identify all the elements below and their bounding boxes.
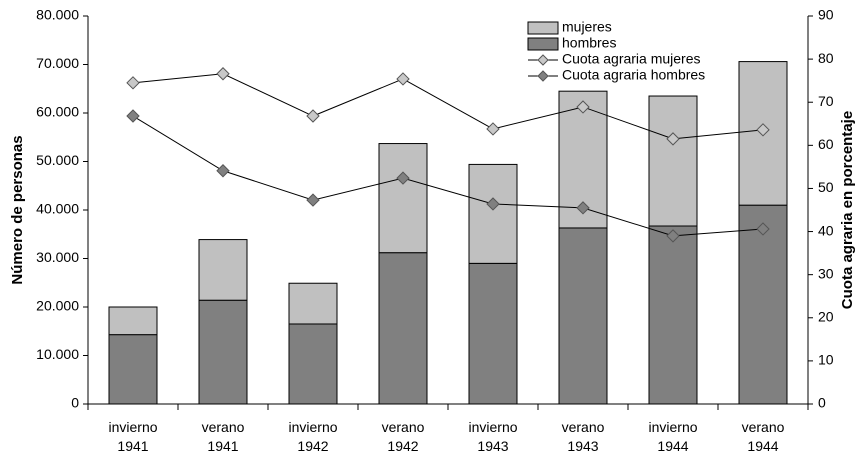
legend-label: Cuota agraria hombres: [562, 67, 705, 83]
x-tick-label: invierno 1944: [648, 419, 697, 454]
x-tick-label: verano 1942: [382, 419, 425, 454]
x-tick-label: invierno 1942: [288, 419, 337, 454]
legend-swatch: [527, 37, 559, 51]
line-marker: [126, 76, 140, 90]
y-tick-label: 10.000: [36, 346, 79, 362]
line: [132, 73, 764, 140]
bar: [288, 323, 338, 405]
line-marker: [576, 201, 590, 215]
y2-tick-label: 0: [818, 395, 826, 411]
line-marker: [396, 72, 410, 86]
line-marker: [666, 229, 680, 243]
line-marker: [756, 222, 770, 236]
line-marker: [306, 193, 320, 207]
y-tick-label: 30.000: [36, 249, 79, 265]
y-tick-label: 20.000: [36, 298, 79, 314]
y2-tick-label: 30: [818, 265, 834, 281]
y2-tick-label: 50: [818, 179, 834, 195]
legend-label: hombres: [562, 35, 616, 51]
y2-tick-label: 60: [818, 136, 834, 152]
line-marker: [486, 197, 500, 211]
y-tick-label: 70.000: [36, 55, 79, 71]
x-tick-label: invierno 1943: [468, 419, 517, 454]
bar: [648, 95, 698, 227]
y-tick-label: 50.000: [36, 152, 79, 168]
bar: [288, 282, 338, 325]
y-tick-label: 60.000: [36, 104, 79, 120]
line-marker: [306, 109, 320, 123]
line-marker: [216, 164, 230, 178]
legend-label: Cuota agraria mujeres: [562, 51, 701, 67]
line-marker: [396, 171, 410, 185]
line-marker: [216, 67, 230, 81]
bar: [198, 239, 248, 301]
legend-marker: [537, 54, 549, 66]
x-tick-label: verano 1943: [562, 419, 605, 454]
bar: [648, 225, 698, 405]
bar: [468, 262, 518, 405]
line-marker: [126, 109, 140, 123]
x-tick-label: verano 1941: [202, 419, 245, 454]
line-marker: [666, 132, 680, 146]
y2-axis-title: Cuota agraria en porcentaje: [839, 111, 856, 309]
y2-tick-label: 20: [818, 308, 834, 324]
y2-tick-label: 10: [818, 352, 834, 368]
x-tick-label: verano 1944: [742, 419, 785, 454]
bar: [378, 143, 428, 254]
y-axis-title: Número de personas: [9, 135, 26, 284]
y-tick-label: 0: [71, 395, 79, 411]
y2-tick-label: 80: [818, 50, 834, 66]
bar: [468, 163, 518, 264]
y-tick-label: 80.000: [36, 7, 79, 23]
legend-label: mujeres: [562, 19, 612, 35]
bar: [558, 227, 608, 405]
y2-tick-label: 40: [818, 222, 834, 238]
x-tick-label: invierno 1941: [108, 419, 157, 454]
y-tick-label: 40.000: [36, 201, 79, 217]
line-marker: [756, 123, 770, 137]
y2-tick-label: 70: [818, 93, 834, 109]
legend-marker: [537, 70, 549, 82]
line-marker: [486, 122, 500, 136]
y2-tick-label: 90: [818, 7, 834, 23]
line: [132, 115, 764, 237]
bar: [738, 204, 788, 405]
bar: [378, 252, 428, 405]
bar: [108, 334, 158, 405]
legend-swatch: [527, 21, 559, 35]
bar: [108, 306, 158, 336]
bar: [198, 299, 248, 405]
line-marker: [576, 100, 590, 114]
